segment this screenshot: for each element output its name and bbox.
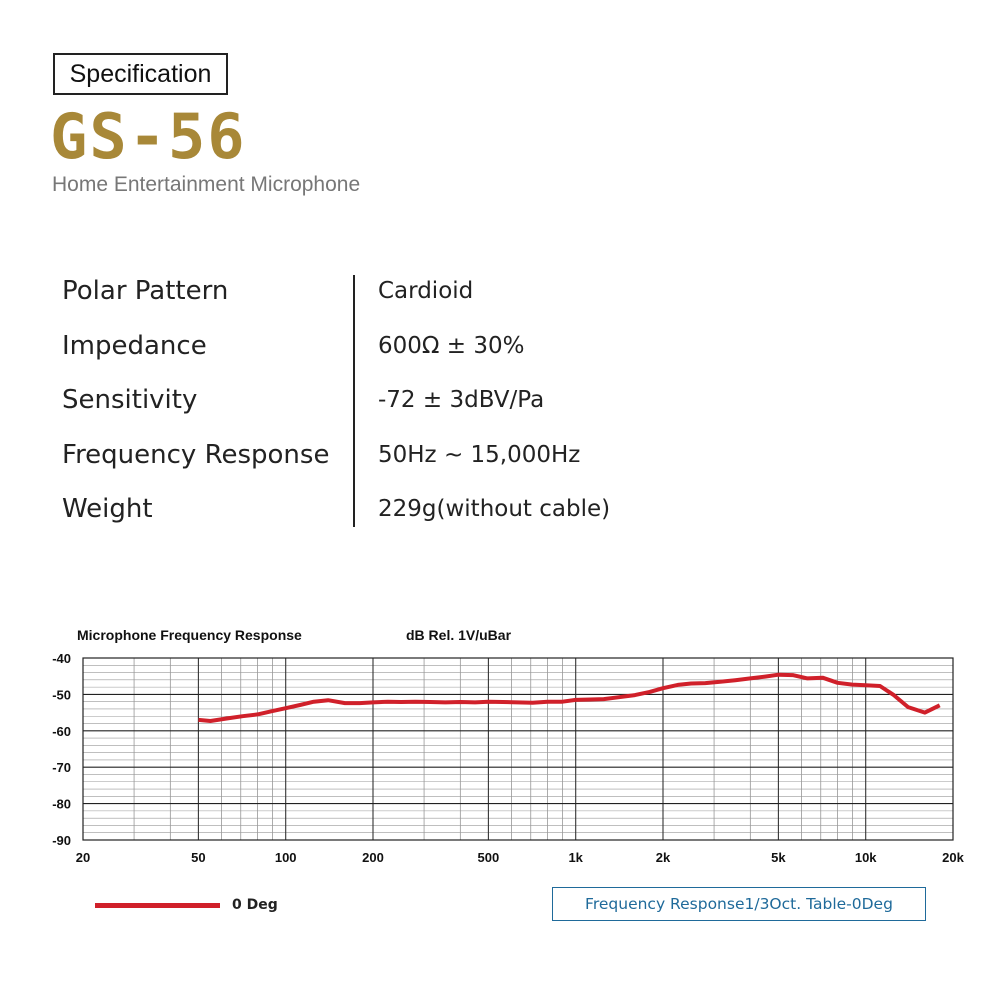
spec-row: Polar Pattern Cardioid — [62, 272, 762, 327]
spec-value: Cardioid — [378, 278, 474, 304]
spec-divider — [353, 275, 355, 527]
spec-value: -72 ± 3dBV/Pa — [378, 387, 545, 413]
chart-title: Microphone Frequency Response — [77, 627, 302, 643]
y-tick-label: -80 — [52, 797, 71, 812]
x-tick-label: 10k — [855, 850, 877, 865]
x-tick-label: 20 — [76, 850, 90, 865]
y-tick-labels: -40 -50 -60 -70 -80 -90 — [52, 651, 71, 848]
x-tick-label: 1k — [568, 850, 583, 865]
plot-frame — [82, 657, 954, 841]
spec-row: Sensitivity -72 ± 3dBV/Pa — [62, 381, 762, 436]
y-tick-label: -50 — [52, 687, 71, 702]
spec-row: Frequency Response 50Hz ~ 15,000Hz — [62, 436, 762, 491]
spec-name: Sensitivity — [62, 385, 198, 415]
spec-name: Polar Pattern — [62, 276, 229, 306]
x-tick-labels: 20 50 100 200 500 1k 2k 5k 10k 20k — [76, 850, 965, 865]
y-tick-label: -40 — [52, 651, 71, 666]
y-tick-label: -60 — [52, 724, 71, 739]
spec-name: Frequency Response — [62, 439, 330, 470]
x-tick-label: 20k — [942, 850, 964, 865]
spec-name: Weight — [62, 494, 153, 524]
frequency-response-chart: Microphone Frequency Response dB Rel. 1V… — [52, 627, 965, 865]
spec-name: Impedance — [62, 330, 207, 361]
grid-minor — [83, 658, 953, 840]
x-tick-label: 2k — [656, 850, 671, 865]
table-badge: Frequency Response1/3Oct. Table-0Deg — [552, 887, 926, 921]
spec-row: Weight 229g(without cable) — [62, 490, 762, 545]
series-line-0-deg — [198, 672, 941, 723]
x-tick-label: 5k — [771, 850, 786, 865]
grid-major — [83, 658, 953, 840]
spec-table: Polar Pattern Cardioid Impedance 600Ω ± … — [62, 272, 762, 545]
x-tick-label: 500 — [478, 850, 500, 865]
spec-value: 600Ω ± 30% — [378, 332, 525, 359]
legend-swatch — [95, 903, 220, 908]
model-name: GS-56 — [50, 100, 247, 173]
legend-label: 0 Deg — [232, 897, 278, 913]
y-tick-label: -90 — [52, 833, 71, 848]
section-label: Specification — [53, 53, 228, 95]
y-tick-label: -70 — [52, 760, 71, 775]
chart-ylabel: dB Rel. 1V/uBar — [406, 627, 512, 643]
spec-value: 50Hz ~ 15,000Hz — [378, 441, 581, 468]
x-tick-label: 50 — [191, 850, 205, 865]
product-subtitle: Home Entertainment Microphone — [52, 173, 361, 196]
spec-value: 229g(without cable) — [378, 496, 611, 522]
spec-row: Impedance 600Ω ± 30% — [62, 327, 762, 382]
x-tick-label: 100 — [275, 850, 297, 865]
x-tick-label: 200 — [362, 850, 384, 865]
